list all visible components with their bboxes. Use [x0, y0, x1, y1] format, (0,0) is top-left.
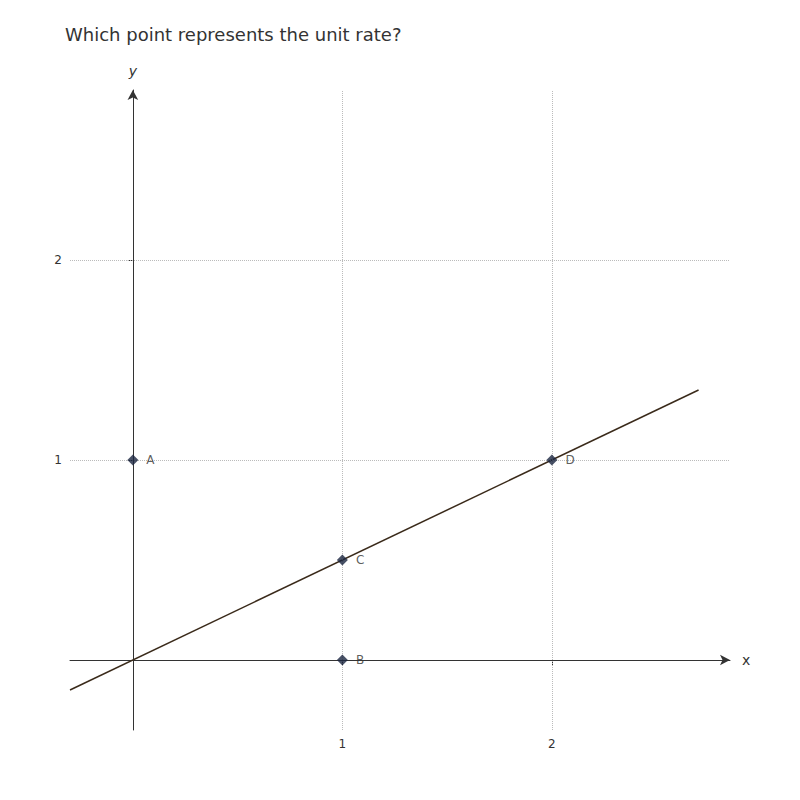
svg-text:y: y — [128, 63, 138, 79]
svg-text:1: 1 — [339, 737, 347, 751]
svg-text:2: 2 — [548, 737, 556, 751]
svg-text:C: C — [356, 553, 364, 567]
svg-text:B: B — [356, 653, 364, 667]
svg-text:A: A — [146, 453, 155, 467]
svg-text:D: D — [565, 453, 574, 467]
svg-text:x: x — [742, 652, 750, 668]
svg-text:2: 2 — [54, 253, 62, 267]
svg-text:1: 1 — [54, 453, 62, 467]
svg-text:Which point represents the uni: Which point represents the unit rate? — [65, 24, 401, 45]
